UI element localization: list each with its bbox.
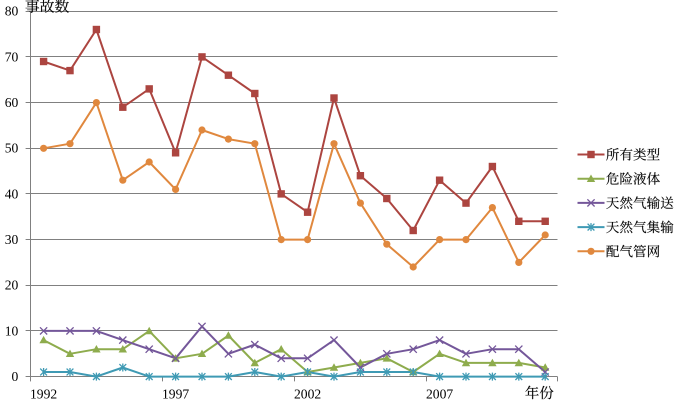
svg-text:30: 30 — [5, 232, 19, 247]
svg-text:40: 40 — [5, 186, 19, 201]
svg-text:10: 10 — [5, 323, 19, 338]
svg-text:20: 20 — [5, 278, 19, 293]
svg-text:2007: 2007 — [426, 387, 453, 402]
svg-text:2002: 2002 — [294, 387, 321, 402]
svg-text:1997: 1997 — [162, 387, 189, 402]
svg-text:70: 70 — [5, 49, 19, 64]
svg-text:60: 60 — [5, 95, 19, 110]
svg-text:50: 50 — [5, 141, 19, 156]
svg-text:80: 80 — [5, 4, 19, 19]
svg-text:1992: 1992 — [30, 387, 57, 402]
svg-text:0: 0 — [12, 369, 19, 384]
